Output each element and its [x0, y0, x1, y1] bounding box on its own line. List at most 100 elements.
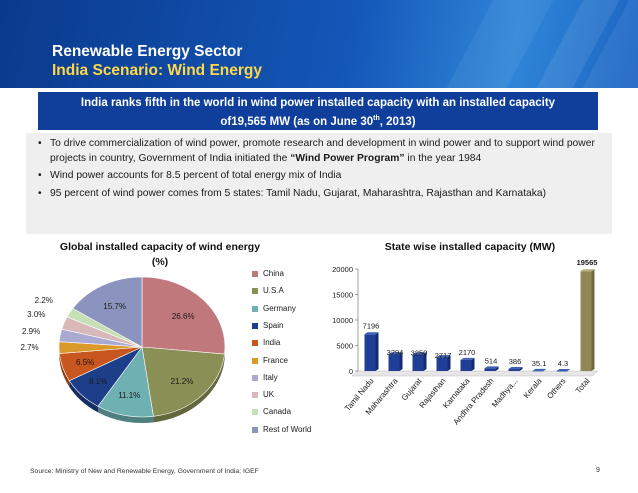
pie-data-label: 8.1%: [88, 376, 108, 386]
pie-slice-france: [58, 341, 143, 354]
bullet-item: • 95 percent of wind power comes from 5 …: [38, 187, 604, 202]
x-tick-label: Rajasthan: [417, 377, 447, 410]
bar-tamil-nadu: [364, 334, 376, 371]
pie-data-label: 21.2%: [170, 377, 194, 387]
bar-value-label: 3250: [411, 348, 428, 357]
bar-value-label: 2170: [459, 348, 476, 357]
bar-side: [399, 352, 403, 371]
pie-slice-uk: [61, 316, 143, 348]
y-tick-label: 10000: [332, 316, 353, 325]
x-tick-label: Maharashtra: [364, 376, 400, 417]
bar-side: [567, 368, 571, 371]
bullet-text: To drive commercialization of wind power…: [50, 138, 595, 164]
bar-value-label: 35.1: [532, 359, 547, 368]
x-tick-label: Total: [574, 376, 592, 395]
bar-top: [436, 355, 451, 358]
bar-side: [375, 332, 379, 371]
legend-swatch: [252, 357, 258, 364]
bar-value-label: 514: [485, 356, 498, 365]
bar-side: [495, 366, 499, 371]
bar-top: [388, 352, 403, 355]
bar-top: [460, 357, 475, 360]
bar-top: [508, 367, 523, 370]
bar-top: [556, 368, 571, 371]
legend-label: China: [263, 269, 284, 278]
pie-chart-title-line-1: Global installed capacity of wind energy: [59, 241, 261, 253]
pie-chart-title-line-2: (%): [151, 256, 169, 268]
pie-chart-title: Global installed capacity of wind energy…: [40, 240, 280, 270]
x-tick-label: Gujarat: [400, 376, 424, 402]
legend-swatch: [252, 305, 258, 312]
banner-superscript: th: [373, 115, 380, 122]
bar-value-label: 3294: [387, 348, 404, 357]
legend-label: Spain: [263, 320, 284, 330]
pie-data-label: 6.5%: [76, 357, 95, 367]
bar-maharashtra: [388, 354, 400, 371]
y-tick-label: 20000: [332, 265, 353, 274]
page-number: 9: [596, 467, 600, 474]
legend-swatch: [252, 392, 258, 399]
bar-side: [471, 357, 475, 371]
pie-slice-italy: [58, 328, 143, 348]
slide-title: Renewable Energy Sector: [52, 43, 243, 60]
bar-total: [580, 271, 592, 371]
bullet-text-after: in the year 1984: [404, 152, 482, 164]
bar-side: [519, 367, 523, 371]
bar-madhya: [508, 369, 520, 371]
bar-chart-floor: [351, 370, 599, 377]
banner-line-2: of19,565 MW (as on June 30th, 2013): [38, 111, 598, 130]
x-tick-label: Kerala: [522, 376, 544, 400]
bullet-dot: •: [38, 187, 42, 199]
bar-top: [484, 366, 499, 369]
header-stripe: [446, 0, 554, 88]
legend-label: Italy: [263, 372, 278, 382]
banner-line-2-suffix: , 2013): [379, 115, 416, 128]
bullet-dot: •: [38, 170, 42, 181]
bar-rajasthan: [436, 357, 448, 371]
bar-gujarat: [412, 354, 424, 371]
bar-side: [543, 368, 547, 371]
y-tick-label: 5000: [336, 342, 353, 351]
pie-slice-side: [153, 354, 225, 423]
bar-side: [447, 355, 451, 371]
legend-swatch: [252, 271, 258, 277]
bar-side: [423, 352, 427, 371]
pie-slice-side: [59, 353, 70, 387]
pie-data-label: 2.9%: [21, 326, 41, 336]
legend-swatch: [252, 374, 258, 381]
pie-data-label: 2.2%: [34, 296, 53, 306]
header-band: Renewable Energy Sector India Scenario: …: [0, 0, 638, 88]
legend-swatch: [252, 409, 258, 416]
pie-slice-side: [97, 406, 154, 423]
bullet-item: • Wind power accounts for 8.5 percent of…: [38, 169, 604, 184]
pie-data-label: 11.1%: [118, 390, 141, 400]
pie-data-label: 15.7%: [103, 302, 126, 312]
banner-line-1: India ranks fifth in the world in wind p…: [80, 97, 556, 109]
legend-swatch: [252, 322, 258, 329]
bullet-text: 95 percent of wind power comes from 5 st…: [50, 187, 547, 199]
bullet-text: Wind power accounts for 8.5 percent of t…: [50, 170, 342, 181]
legend-swatch: [252, 426, 258, 433]
legend-label: France: [263, 355, 288, 365]
legend-label: Canada: [263, 407, 292, 417]
bar-side: [591, 269, 595, 371]
bar-top: [580, 269, 595, 272]
pie-slice-india: [59, 346, 143, 382]
bar-top: [412, 352, 427, 355]
legend-label: Germany: [263, 303, 296, 313]
bullet-bold-text: “Wind Power Program”: [290, 152, 405, 164]
source-note: Source: Ministry of New and Renewable En…: [30, 468, 259, 475]
bullet-item: • To drive commercialization of wind pow…: [38, 137, 604, 166]
pie-data-label: 3.0%: [27, 310, 46, 320]
x-tick-label: Karnataka: [441, 376, 472, 410]
bar-top: [364, 332, 379, 335]
bar-top: [532, 368, 547, 371]
legend-swatch: [252, 288, 258, 295]
bullet-list: • To drive commercialization of wind pow…: [26, 133, 612, 234]
highlight-banner: India ranks fifth in the world in wind p…: [38, 92, 598, 130]
x-tick-label: Madhya...: [490, 377, 519, 410]
bar-value-label: 4.3: [558, 359, 568, 368]
bar-kerala: [532, 370, 544, 372]
bar-value-label: 7196: [363, 321, 380, 330]
